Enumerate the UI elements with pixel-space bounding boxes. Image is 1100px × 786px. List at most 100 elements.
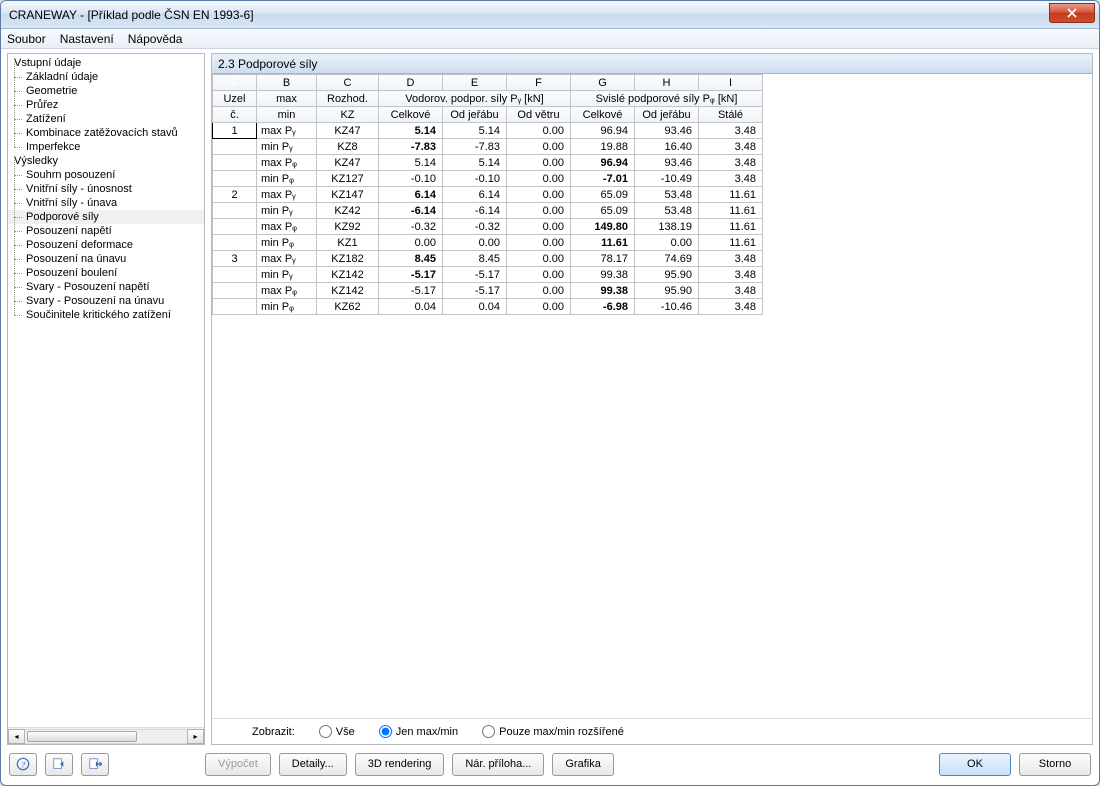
cell[interactable]: 1 [213, 123, 257, 139]
cell[interactable]: 96.94 [571, 155, 635, 171]
cell[interactable]: -0.32 [379, 219, 443, 235]
cell[interactable] [213, 171, 257, 187]
radio-ext[interactable] [482, 725, 495, 738]
cell[interactable]: 0.00 [379, 235, 443, 251]
cell[interactable]: 16.40 [635, 139, 699, 155]
cell[interactable] [213, 155, 257, 171]
cell[interactable]: -5.17 [379, 267, 443, 283]
cell[interactable]: 3 [213, 251, 257, 267]
cell[interactable]: 149.80 [571, 219, 635, 235]
cell[interactable]: -6.14 [443, 203, 507, 219]
cell[interactable]: 93.46 [635, 155, 699, 171]
tree-item[interactable]: Imperfekce [8, 140, 204, 154]
cell[interactable]: -5.17 [379, 283, 443, 299]
cell[interactable]: 0.00 [507, 203, 571, 219]
scroll-track[interactable] [25, 729, 187, 744]
cell[interactable]: -7.01 [571, 171, 635, 187]
cell[interactable]: 93.46 [635, 123, 699, 139]
ok-button[interactable]: OK [939, 753, 1011, 776]
cell[interactable]: 0.00 [507, 267, 571, 283]
cell[interactable]: 99.38 [571, 283, 635, 299]
tree-item[interactable]: Kombinace zatěžovacích stavů [8, 126, 204, 140]
table-row[interactable]: min PᵩKZ10.000.000.0011.610.0011.61 [213, 235, 763, 251]
scroll-thumb[interactable] [27, 731, 137, 742]
cell[interactable]: 0.04 [443, 299, 507, 315]
table-row[interactable]: max PᵩKZ475.145.140.0096.9493.463.48 [213, 155, 763, 171]
cell[interactable]: max Pᵧ [257, 123, 317, 139]
cell[interactable]: 2 [213, 187, 257, 203]
close-button[interactable] [1049, 3, 1095, 23]
tree-item[interactable]: Geometrie [8, 84, 204, 98]
cell[interactable]: KZ1 [317, 235, 379, 251]
cell[interactable]: min Pᵩ [257, 235, 317, 251]
cancel-button[interactable]: Storno [1019, 753, 1091, 776]
menu-settings[interactable]: Nastavení [60, 32, 114, 46]
cell[interactable]: 11.61 [571, 235, 635, 251]
cell[interactable]: 8.45 [379, 251, 443, 267]
results-grid[interactable]: ABCDEFGHIUzelmaxRozhod.Vodorov. podpor. … [212, 74, 763, 315]
cell[interactable]: 11.61 [699, 187, 763, 203]
cell[interactable]: 5.14 [443, 155, 507, 171]
cell[interactable]: 6.14 [379, 187, 443, 203]
cell[interactable]: -7.83 [379, 139, 443, 155]
cell[interactable]: 8.45 [443, 251, 507, 267]
cell[interactable]: -0.10 [379, 171, 443, 187]
table-row[interactable]: min PᵧKZ42-6.14-6.140.0065.0953.4811.61 [213, 203, 763, 219]
filter-option-all[interactable]: Vše [319, 725, 355, 738]
tree-item[interactable]: Podporové síly [8, 210, 204, 224]
cell[interactable]: min Pᵧ [257, 139, 317, 155]
prev-page-button[interactable] [45, 753, 73, 776]
cell[interactable]: 74.69 [635, 251, 699, 267]
cell[interactable]: 65.09 [571, 203, 635, 219]
cell[interactable]: -0.32 [443, 219, 507, 235]
column-letter[interactable]: F [507, 75, 571, 91]
tree-group[interactable]: Výsledky [8, 154, 204, 168]
cell[interactable]: 95.90 [635, 283, 699, 299]
cell[interactable] [213, 219, 257, 235]
cell[interactable]: 0.00 [507, 123, 571, 139]
cell[interactable]: max Pᵩ [257, 219, 317, 235]
table-row[interactable]: min PᵧKZ8-7.83-7.830.0019.8816.403.48 [213, 139, 763, 155]
cell[interactable]: 6.14 [443, 187, 507, 203]
cell[interactable]: 78.17 [571, 251, 635, 267]
cell[interactable]: 3.48 [699, 139, 763, 155]
column-letter[interactable]: A [213, 75, 257, 91]
column-letter[interactable]: E [443, 75, 507, 91]
tree-item[interactable]: Součinitele kritického zatížení [8, 308, 204, 322]
cell[interactable]: 0.00 [443, 235, 507, 251]
tree-group[interactable]: Vstupní údaje [8, 56, 204, 70]
cell[interactable]: 19.88 [571, 139, 635, 155]
cell[interactable]: -5.17 [443, 283, 507, 299]
cell[interactable]: 95.90 [635, 267, 699, 283]
table-row[interactable]: min PᵩKZ620.040.040.00-6.98-10.463.48 [213, 299, 763, 315]
cell[interactable]: KZ142 [317, 267, 379, 283]
table-row[interactable]: 1max PᵧKZ475.145.140.0096.9493.463.48 [213, 123, 763, 139]
tree-item[interactable]: Svary - Posouzení napětí [8, 280, 204, 294]
tree-item[interactable]: Vnitřní síly - únava [8, 196, 204, 210]
tree-item[interactable]: Průřez [8, 98, 204, 112]
cell[interactable]: 0.00 [507, 235, 571, 251]
cell[interactable]: KZ62 [317, 299, 379, 315]
column-letter[interactable]: D [379, 75, 443, 91]
cell[interactable]: 53.48 [635, 187, 699, 203]
cell[interactable]: min Pᵩ [257, 171, 317, 187]
table-row[interactable]: max PᵩKZ142-5.17-5.170.0099.3895.903.48 [213, 283, 763, 299]
column-letter[interactable]: I [699, 75, 763, 91]
tree-item[interactable]: Zatížení [8, 112, 204, 126]
filter-option-ext[interactable]: Pouze max/min rozšířené [482, 725, 624, 738]
cell[interactable]: 11.61 [699, 219, 763, 235]
cell[interactable]: 0.00 [507, 171, 571, 187]
cell[interactable]: -7.83 [443, 139, 507, 155]
cell[interactable]: 3.48 [699, 171, 763, 187]
cell[interactable]: KZ47 [317, 123, 379, 139]
calculate-button[interactable]: Výpočet [205, 753, 271, 776]
cell[interactable]: KZ92 [317, 219, 379, 235]
scroll-left-button[interactable]: ◂ [8, 729, 25, 744]
cell[interactable]: KZ142 [317, 283, 379, 299]
cell[interactable] [213, 235, 257, 251]
cell[interactable]: 99.38 [571, 267, 635, 283]
cell[interactable]: KZ147 [317, 187, 379, 203]
cell[interactable]: 0.00 [635, 235, 699, 251]
menu-file[interactable]: Soubor [7, 32, 46, 46]
cell[interactable] [213, 267, 257, 283]
